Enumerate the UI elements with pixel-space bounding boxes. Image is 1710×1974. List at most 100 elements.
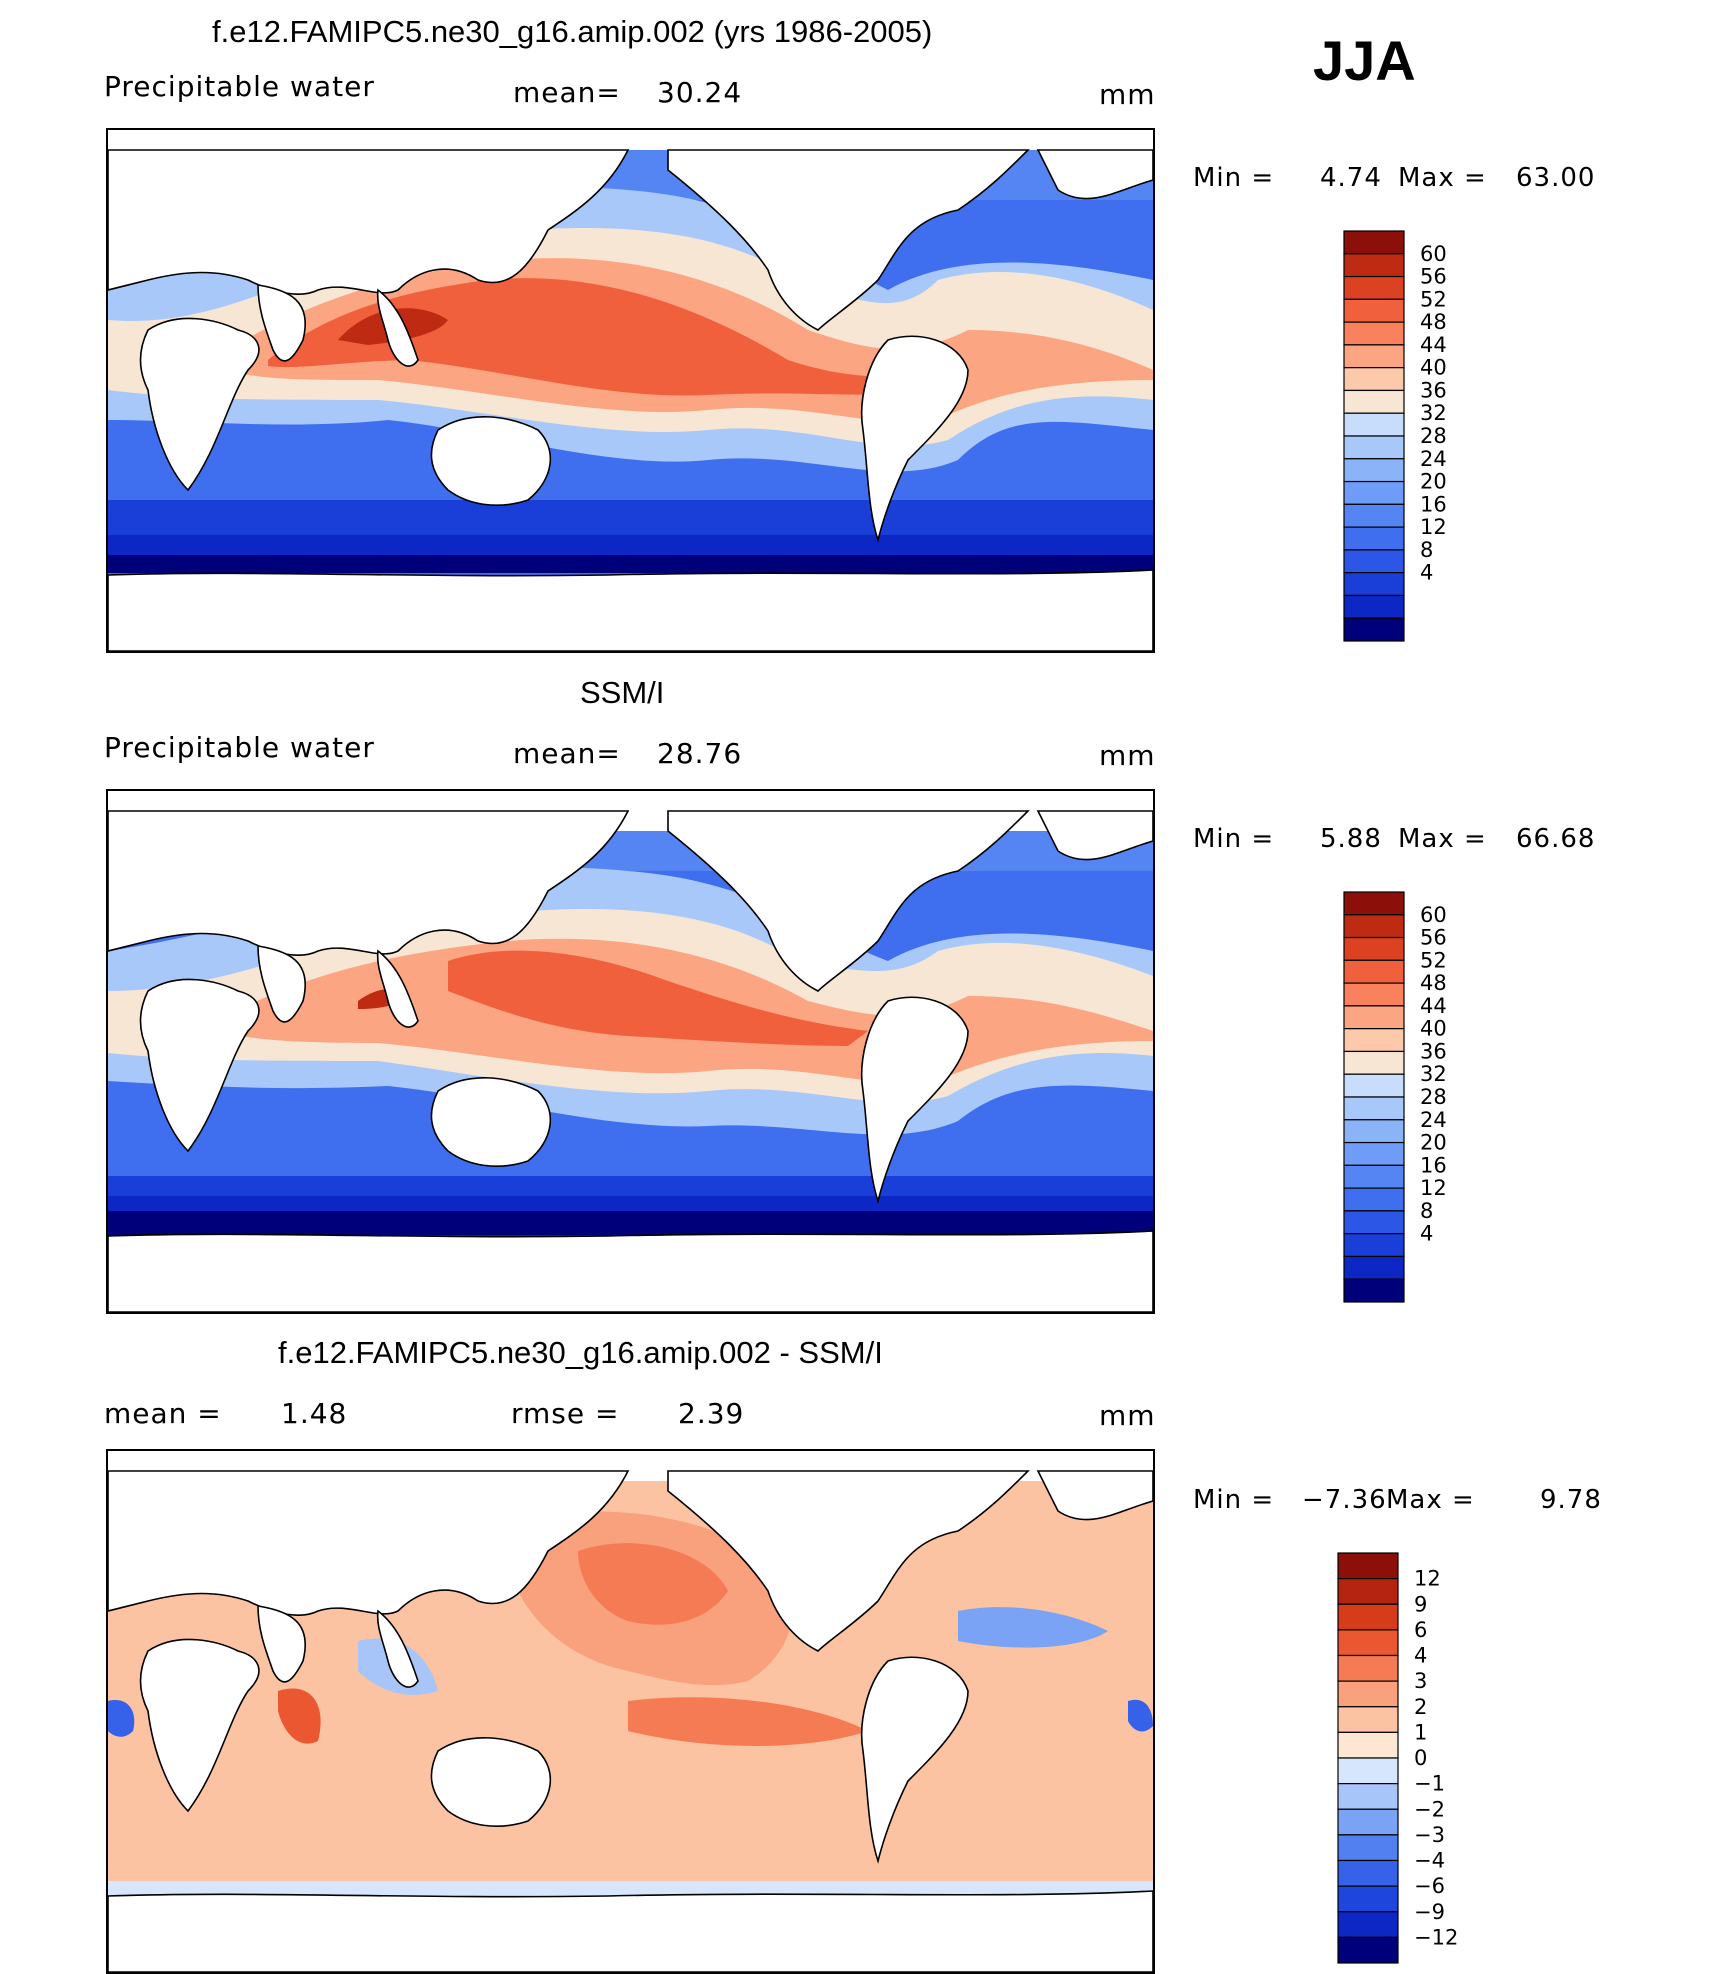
colorbar-cell: [1337, 1859, 1399, 1887]
colorbar-tick-label: 24: [1420, 447, 1447, 471]
colorbar-tick-label: 8: [1420, 1199, 1433, 1223]
colorbar-cell: [1343, 389, 1405, 414]
season-label: JJA: [1313, 29, 1416, 92]
colorbar-cell: [1343, 572, 1405, 597]
colorbar-tick-label: 16: [1420, 492, 1447, 516]
land-north-america: [667, 1470, 1030, 1652]
colorbar-tick-label: 28: [1420, 424, 1447, 448]
panel-2-colorbar: 60 56 52 48 44 40 36 32 28 24 20 16 12 8 4: [1342, 890, 1492, 1304]
colorbar-tick-label: 44: [1420, 994, 1447, 1018]
land-eurasia: [108, 149, 630, 295]
panel-2-mean-value: 28.76: [657, 737, 743, 770]
colorbar-cell: [1343, 275, 1405, 300]
panel-1-map: [106, 128, 1155, 653]
colorbar-cell: [1343, 1005, 1405, 1030]
land-se-asia: [376, 949, 419, 1028]
colorbar-cell: [1337, 1911, 1399, 1938]
colorbar-tick-label: 56: [1420, 265, 1447, 289]
colorbar-tick-label: 4: [1414, 1644, 1427, 1668]
colorbar-cell: [1343, 526, 1405, 551]
colorbar-cell: [1343, 959, 1405, 984]
panel-1-mean-value: 30.24: [657, 76, 743, 109]
colorbar-cell: [1343, 549, 1405, 574]
colorbar-tick-label: 4: [1420, 561, 1433, 585]
south-band-4: [108, 1211, 1153, 1235]
colorbar-cell: [1343, 253, 1405, 278]
colorbar-tick-label: 52: [1420, 287, 1447, 311]
land-africa: [139, 978, 260, 1153]
panel-1-mean-label: mean=: [513, 76, 621, 109]
panel-2-map: [106, 789, 1155, 1314]
panel-2-field-label: Precipitable water: [104, 731, 375, 764]
panel-3-min-value: −7.36: [1302, 1485, 1387, 1515]
colorbar-cell: [1337, 1706, 1399, 1733]
colorbar-cell: [1343, 1210, 1405, 1235]
colorbar-tick-label: 48: [1420, 971, 1447, 995]
colorbar-cell: [1343, 617, 1405, 642]
colorbar-cell: [1337, 1603, 1399, 1631]
colorbar-tick-label: 9: [1414, 1592, 1427, 1616]
land-north-america: [667, 149, 1030, 331]
land-se-asia: [376, 1609, 419, 1688]
land-eurasia: [108, 1470, 630, 1616]
colorbar-cell: [1343, 914, 1405, 939]
colorbar-tick-label: 40: [1420, 1017, 1447, 1041]
land-south-america: [860, 1656, 969, 1864]
colorbar-cell: [1343, 458, 1405, 483]
panel-3-map-svg: [108, 1470, 1153, 1972]
panel-2-max-value: 66.68: [1516, 824, 1596, 854]
colorbar-tick-label: 56: [1420, 926, 1447, 950]
colorbar-cell: [1343, 594, 1405, 619]
colorbar-cell: [1343, 1164, 1405, 1189]
diff-south-edge: [108, 1881, 1153, 1896]
panel-2-min-label: Min =: [1193, 824, 1275, 854]
diff-warm-arabian: [278, 1688, 321, 1744]
land-greenland: [1036, 1470, 1153, 1521]
colorbar-tick-label: −1: [1414, 1772, 1445, 1796]
panel-1-min-value: 4.74: [1320, 163, 1382, 193]
colorbar-cell: [1337, 1808, 1399, 1836]
colorbar-cell: [1337, 1629, 1399, 1657]
land-antarctica: [108, 1890, 1153, 1972]
panel-2-title: SSM/I: [580, 675, 665, 710]
land-se-asia: [376, 288, 419, 367]
panel-1-max-label: Max =: [1398, 163, 1487, 193]
colorbar-cell: [1343, 1255, 1405, 1280]
colorbar-cell: [1337, 1783, 1399, 1810]
colorbar-tick-label: 1: [1414, 1720, 1427, 1744]
colorbar-cell: [1343, 1119, 1405, 1144]
colorbar-cell: [1343, 1096, 1405, 1121]
colorbar-tick-label: 60: [1420, 242, 1447, 266]
colorbar-tick-label: 2: [1414, 1695, 1427, 1719]
colorbar-cell: [1343, 1233, 1405, 1258]
panel-3-map: [106, 1449, 1155, 1974]
colorbar-cell: [1337, 1936, 1399, 1964]
colorbar-tick-label: 32: [1420, 1062, 1447, 1086]
panel-2-min-value: 5.88: [1320, 824, 1382, 854]
colorbar-cell: [1337, 1731, 1399, 1759]
land-antarctica: [108, 569, 1153, 651]
panel-3-rmse-value: 2.39: [678, 1397, 745, 1430]
diff-blue-east: [1128, 1699, 1153, 1732]
colorbar-tick-label: 12: [1420, 515, 1447, 539]
panel-2-units: mm: [1099, 739, 1156, 772]
colorbar-tick-label: 32: [1420, 401, 1447, 425]
colorbar-tick-label: 48: [1420, 310, 1447, 334]
colorbar-tick-label: −6: [1414, 1874, 1445, 1898]
land-north-america: [667, 810, 1030, 992]
contour-52: [448, 950, 868, 1046]
continents: [108, 149, 1153, 651]
continents: [108, 810, 1153, 1312]
colorbar-tick-label: 52: [1420, 948, 1447, 972]
colorbar-cell: [1343, 480, 1405, 505]
colorbar-cell: [1343, 891, 1405, 916]
panel-2-map-svg: [108, 810, 1153, 1312]
panel-1-colorbar: 60 56 52 48 44 40 36 32 28 24 20 16 12 8 4: [1342, 229, 1492, 643]
colorbar-cell: [1343, 367, 1405, 392]
diff-warm-equator: [628, 1697, 868, 1746]
colorbar-cell: [1343, 298, 1405, 323]
south-band-4: [108, 555, 1153, 573]
colorbar-cell: [1343, 435, 1405, 460]
land-australia: [430, 1077, 552, 1167]
colorbar-tick-label: 20: [1420, 1131, 1447, 1155]
